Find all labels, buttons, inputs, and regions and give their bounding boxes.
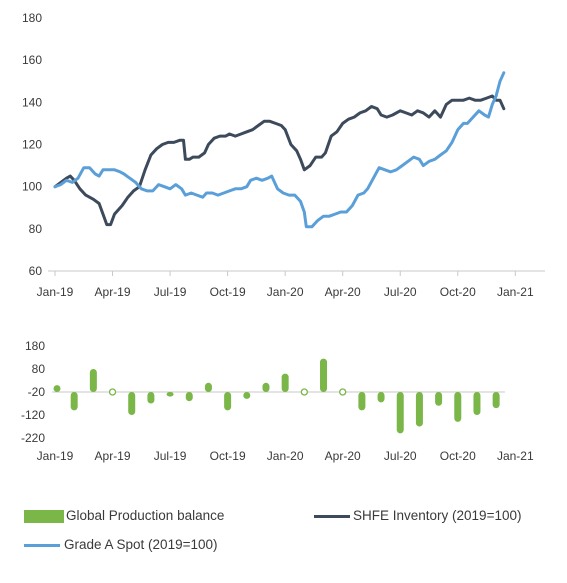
y-tick-label-140: 140 bbox=[22, 95, 42, 109]
y-tick-label-120: -120 bbox=[21, 408, 45, 422]
x-tick-label-oct-19: Oct-19 bbox=[210, 285, 246, 299]
bar-production-balance bbox=[358, 392, 366, 411]
legend-label-production-balance: Global Production balance bbox=[66, 508, 225, 523]
bar-production-balance bbox=[53, 385, 61, 392]
bar-zero-marker bbox=[339, 388, 347, 396]
bar-production-balance bbox=[377, 392, 385, 403]
bar-production-balance bbox=[473, 392, 481, 415]
bar-production-balance bbox=[185, 392, 193, 402]
top-x-axis: Jan-19 Apr-19 Jul-19 Oct-19 Jan-20 Apr-20 Jul-… bbox=[37, 271, 534, 299]
y-tick-label-220: -220 bbox=[21, 431, 45, 445]
x-tick-label-jan-21: Jan-21 bbox=[497, 285, 534, 299]
x-tick-label-jul-20: Jul-20 bbox=[384, 285, 417, 299]
top-y-axis: 60 80 100 120 140 160 180 bbox=[22, 11, 42, 278]
legend-label-grade-a-spot: Grade A Spot (2019=100) bbox=[64, 537, 218, 552]
x-tick-label-jan-19: Jan-19 bbox=[37, 285, 74, 299]
x-tick-label-oct-19: Oct-19 bbox=[210, 449, 246, 463]
bar-zero-marker bbox=[300, 388, 308, 396]
x-tick-label-oct-20: Oct-20 bbox=[440, 285, 476, 299]
bar-production-balance bbox=[415, 392, 423, 427]
x-tick-label-jan-19: Jan-19 bbox=[37, 449, 74, 463]
bar-production-balance bbox=[204, 382, 212, 392]
x-tick-label-jan-20: Jan-20 bbox=[267, 285, 304, 299]
bar-production-balance bbox=[281, 373, 289, 392]
bar-production-balance bbox=[492, 392, 500, 409]
x-tick-label-oct-20: Oct-20 bbox=[440, 449, 476, 463]
y-tick-label-100: 100 bbox=[22, 180, 42, 194]
y-tick-label-80: 80 bbox=[29, 222, 43, 236]
y-tick-label-80: 80 bbox=[32, 362, 46, 376]
y-tick-label-180: 180 bbox=[25, 339, 45, 353]
y-tick-label-120: 120 bbox=[22, 138, 42, 152]
y-tick-label-160: 160 bbox=[22, 53, 42, 67]
bottom-x-axis: Jan-19 Apr-19 Jul-19 Oct-19 Jan-20 Apr-20 Jul-… bbox=[37, 449, 534, 463]
bar-production-balance bbox=[89, 369, 97, 392]
bar-production-balance bbox=[224, 392, 232, 411]
legend-swatch-grade-a-spot bbox=[24, 544, 60, 547]
bar-production-balance bbox=[147, 392, 155, 404]
series-line-shfe-inventory bbox=[53, 94, 506, 227]
x-tick-label-jan-21: Jan-21 bbox=[497, 449, 534, 463]
x-tick-label-apr-19: Apr-19 bbox=[95, 285, 131, 299]
bar-production-balance bbox=[166, 392, 174, 397]
x-tick-label-apr-20: Apr-20 bbox=[325, 449, 361, 463]
x-tick-label-apr-19: Apr-19 bbox=[95, 449, 131, 463]
series-line-grade-a-spot bbox=[53, 71, 506, 229]
x-tick-label-jul-19: Jul-19 bbox=[154, 449, 187, 463]
bar-zero-marker bbox=[108, 388, 117, 396]
bar-production-balance bbox=[243, 392, 251, 399]
top-line-chart: 60 80 100 120 140 160 180 Jan-19 Apr-19 Jul-19 Oc… bbox=[22, 11, 545, 299]
bar-production-balance bbox=[128, 392, 136, 415]
bottom-bars bbox=[53, 358, 500, 434]
y-tick-label-180: 180 bbox=[22, 11, 42, 25]
legend-label-shfe-inventory: SHFE Inventory (2019=100) bbox=[353, 508, 522, 523]
bottom-y-axis: 180 80 -20 -120 -220 bbox=[21, 339, 45, 445]
x-tick-label-jul-20: Jul-20 bbox=[384, 449, 417, 463]
x-tick-label-jan-20: Jan-20 bbox=[267, 449, 304, 463]
bottom-bar-chart: 180 80 -20 -120 -220 Jan-19 Apr-19 Jul-19 Oct-1… bbox=[21, 339, 534, 463]
bar-production-balance bbox=[454, 392, 462, 422]
bar-production-balance bbox=[70, 392, 78, 411]
top-series-lines bbox=[53, 71, 506, 229]
x-tick-label-jul-19: Jul-19 bbox=[154, 285, 187, 299]
x-tick-label-apr-20: Apr-20 bbox=[325, 285, 361, 299]
bar-production-balance bbox=[435, 392, 443, 406]
y-tick-label-20: -20 bbox=[28, 385, 46, 399]
y-tick-label-60: 60 bbox=[29, 264, 43, 278]
bar-production-balance bbox=[262, 382, 270, 392]
legend-swatch-shfe-inventory bbox=[314, 515, 350, 518]
bar-production-balance bbox=[396, 392, 404, 434]
bar-production-balance bbox=[320, 358, 328, 392]
legend-swatch-production-balance bbox=[24, 510, 64, 523]
